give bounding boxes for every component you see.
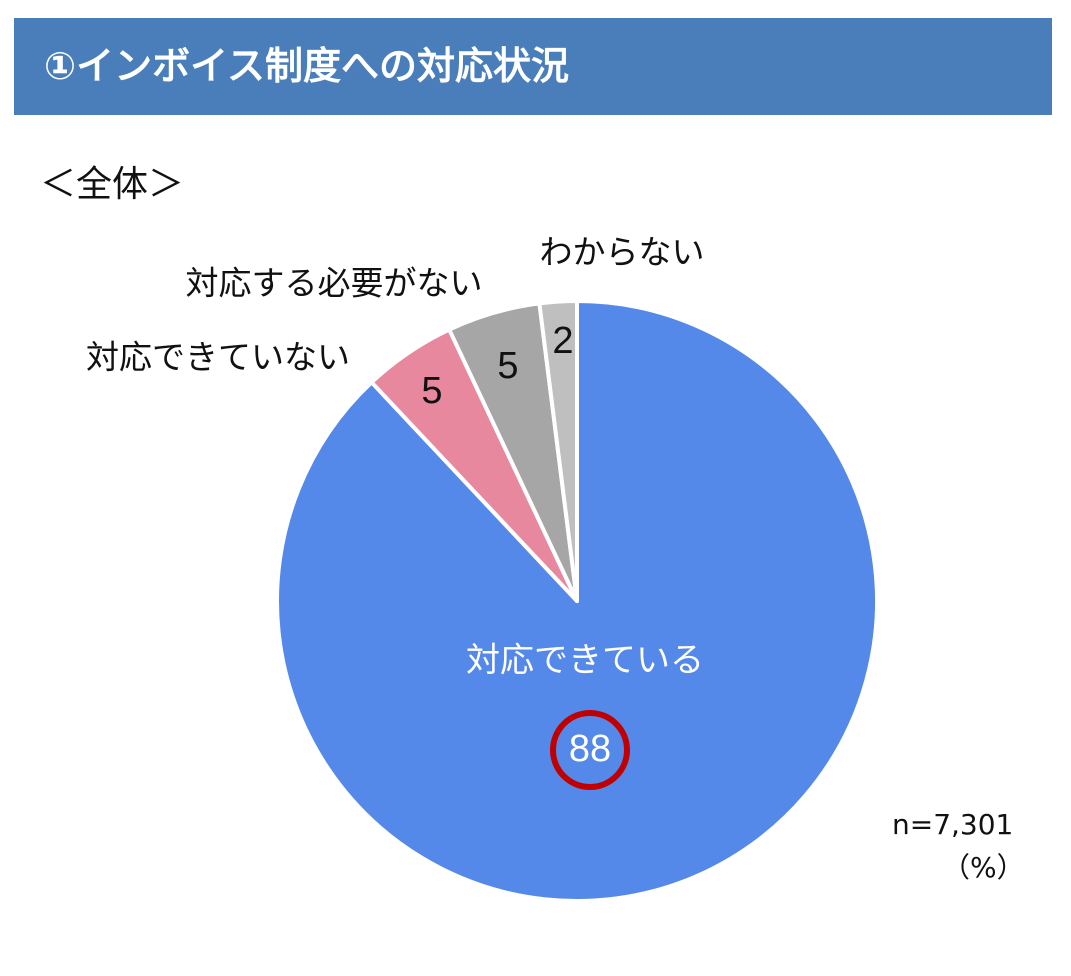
slice-category-label-3: わからない — [540, 233, 705, 272]
slice-value-label-0: 88 — [569, 728, 611, 770]
pie-slice-3 — [537, 299, 579, 603]
unit-note: （%） — [942, 851, 1025, 884]
sample-size-note: n=7,301 — [892, 808, 1014, 841]
slice-category-label-0: 対応できている — [466, 641, 704, 681]
page-title: ①インボイス制度への対応状況 — [44, 44, 570, 88]
slice-value-label-2: 5 — [497, 345, 518, 387]
header-bar: ①インボイス制度への対応状況 — [14, 18, 1052, 115]
slice-category-label-2: 対応する必要がない — [186, 264, 483, 303]
highlight-circle — [550, 710, 630, 790]
slice-category-label-1: 対応できていない — [86, 338, 350, 377]
slice-value-label-1: 5 — [421, 370, 442, 412]
slice-value-label-3: 2 — [552, 320, 573, 362]
chart-subtitle: ＜全体＞ — [40, 164, 185, 205]
